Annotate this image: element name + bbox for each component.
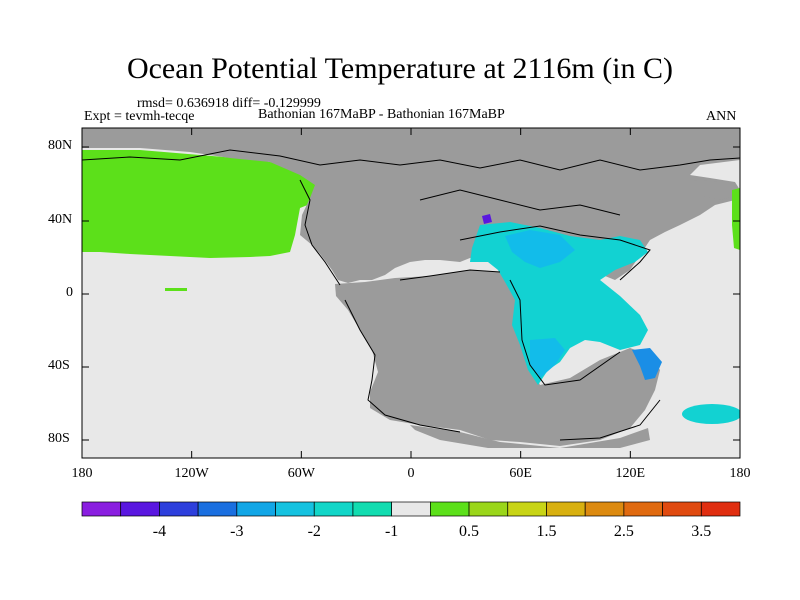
colorbar-swatch [352, 501, 392, 517]
colorbar-swatch [468, 501, 509, 517]
colorbar-labels: -4 -3 -2 -1 0.5 1.5 2.5 3.5 [153, 523, 712, 540]
colorbar-label: 0.5 [459, 523, 479, 540]
lon-tick-label: 0 [407, 466, 415, 481]
colorbar-swatch [584, 501, 625, 517]
colorbar-label: -4 [153, 523, 166, 540]
colorbar-swatch [236, 501, 276, 517]
colorbar-label: -1 [385, 523, 398, 540]
axis-ticks [81, 128, 741, 458]
tethys-blue-patch [505, 230, 575, 268]
north-green-anomaly [82, 150, 330, 258]
coastlines [82, 149, 740, 441]
stats-text: rmsd= 0.636918 diff= -0.129999 [137, 96, 321, 111]
east-blue-patch [632, 348, 662, 380]
colorbar-swatch [81, 501, 122, 517]
east-green-anomaly [732, 188, 740, 250]
colorbar-swatch [120, 501, 160, 517]
colorbar-label: 3.5 [691, 523, 711, 540]
lon-tick-label: 180 [71, 466, 93, 481]
lon-tick-label: 60W [287, 466, 315, 481]
colorbar-label: -3 [230, 523, 243, 540]
colorbar-swatch [623, 501, 663, 517]
colorbar-swatch [391, 501, 431, 517]
case-label: Bathonian 167MaBP - Bathonian 167MaBP [258, 107, 505, 122]
lat-tick-label: 40S [48, 358, 70, 373]
south-america-africa [335, 270, 660, 446]
colorbar-swatch [430, 501, 470, 517]
colorbar-swatch [313, 501, 354, 517]
lat-tick-label: 80N [48, 138, 73, 153]
purple-spot [482, 214, 492, 224]
period-label: ANN [706, 109, 737, 124]
arctic-island [690, 180, 740, 200]
south-blue-patch [530, 338, 565, 378]
colorbar-swatch [546, 501, 586, 517]
lat-tick-label: 0 [66, 285, 73, 300]
map-field [82, 128, 740, 458]
plot-title: Ocean Potential Temperature at 2116m (in… [126, 52, 674, 85]
colorbar [81, 501, 741, 517]
lon-tick-label: 120W [174, 466, 209, 481]
lat-tick-label: 40N [48, 212, 73, 227]
lon-tick-label: 120E [615, 466, 646, 481]
lat-tick-label: 80S [48, 431, 70, 446]
colorbar-swatch [197, 501, 238, 517]
colorbar-swatch [662, 501, 702, 517]
tethys-cyan-anomaly [470, 222, 648, 385]
colorbar-label: 2.5 [614, 523, 634, 540]
south-cyan-anomaly [682, 404, 740, 424]
colorbar-swatch [507, 501, 547, 517]
colorbar-swatch [159, 501, 199, 517]
colorbar-label: -2 [308, 523, 321, 540]
small-green-spot [165, 288, 187, 291]
antarctic-land [410, 425, 650, 452]
colorbar-swatch [275, 501, 315, 517]
lon-tick-label: 60E [509, 466, 532, 481]
colorbar-label: 1.5 [536, 523, 556, 540]
lon-tick-label: 180 [729, 466, 751, 481]
expt-label: Expt = tevmh-tecqe [84, 109, 195, 124]
colorbar-swatch [700, 501, 741, 517]
